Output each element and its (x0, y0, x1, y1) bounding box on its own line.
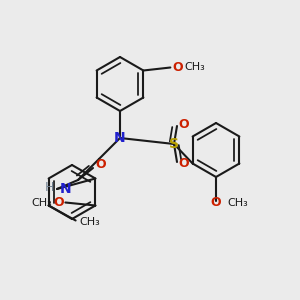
Text: CH₃: CH₃ (184, 62, 205, 73)
Text: N: N (60, 182, 72, 196)
Text: H: H (45, 181, 54, 194)
Text: O: O (178, 118, 189, 131)
Text: O: O (53, 196, 64, 209)
Text: CH₃: CH₃ (79, 217, 100, 227)
Text: O: O (178, 157, 189, 170)
Text: O: O (211, 196, 221, 209)
Text: O: O (95, 158, 106, 172)
Text: CH₃: CH₃ (31, 197, 52, 208)
Text: S: S (169, 137, 179, 151)
Text: O: O (172, 61, 182, 74)
Text: N: N (114, 131, 126, 145)
Text: CH₃: CH₃ (227, 197, 248, 208)
